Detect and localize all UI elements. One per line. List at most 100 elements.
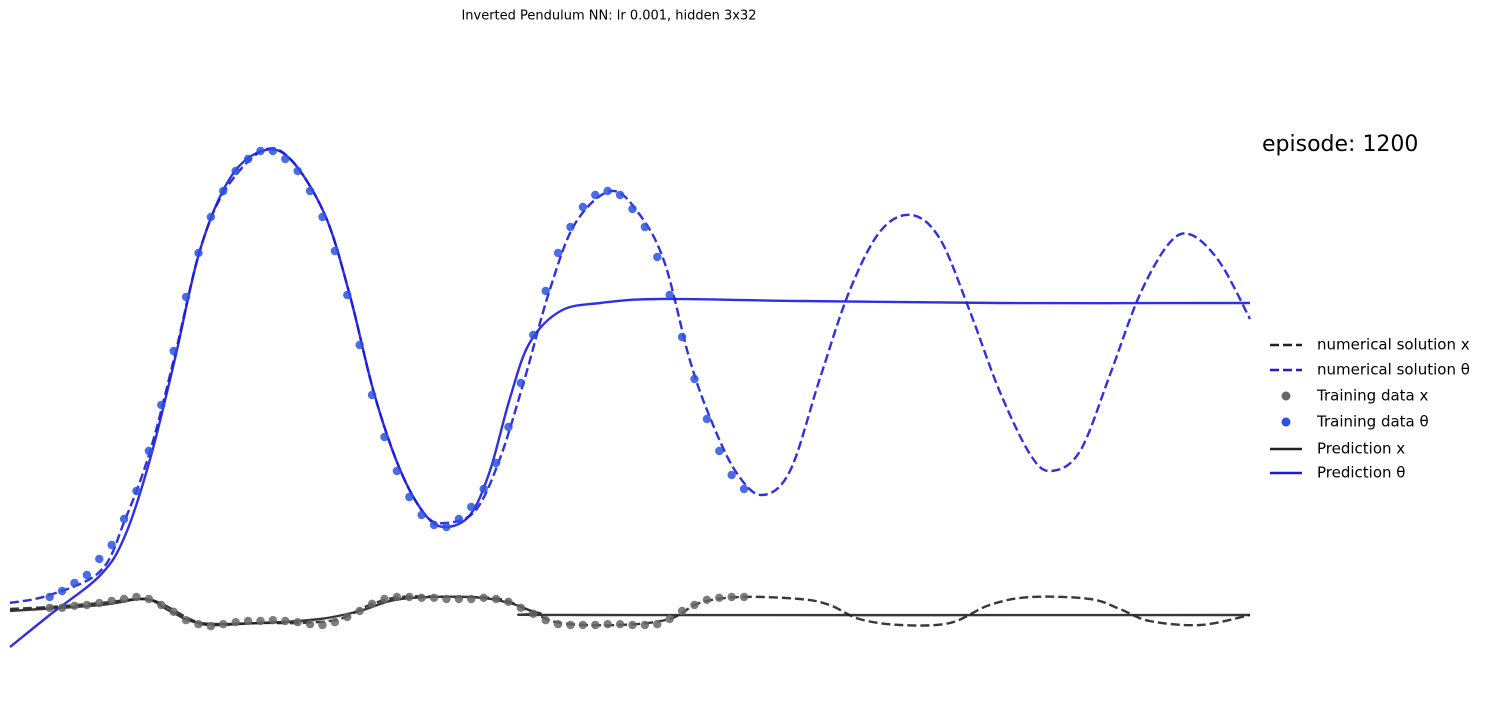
training-point (479, 484, 488, 494)
training-point (330, 246, 340, 256)
training-point (429, 520, 439, 530)
training-point (715, 446, 724, 456)
training-point (380, 432, 389, 442)
training-point (566, 222, 575, 232)
training-point (293, 618, 302, 627)
training-point (479, 593, 488, 602)
training-point (417, 510, 426, 520)
training-point (640, 620, 650, 630)
legend-label: numerical solution θ (1317, 361, 1470, 379)
training-point (194, 248, 203, 258)
training-point (256, 146, 265, 156)
training-point (715, 593, 724, 602)
training-point (305, 186, 315, 196)
training-point (690, 600, 699, 610)
training-point (665, 614, 674, 624)
training-point (343, 290, 352, 300)
training-point (293, 166, 302, 176)
training-point (82, 570, 92, 580)
training-point (529, 330, 538, 340)
training-point (219, 186, 228, 196)
prediction-line (9, 148, 1251, 648)
training-point (343, 612, 352, 622)
training-point (380, 594, 389, 604)
training-point (677, 332, 687, 342)
training-point (181, 616, 191, 625)
training-point (591, 190, 600, 200)
training-point (442, 594, 451, 604)
training-point (95, 554, 104, 564)
numerical-line (9, 595, 1251, 627)
training-point (467, 594, 476, 604)
prediction-line (9, 595, 1251, 626)
training-point (95, 598, 104, 608)
legend-label: Prediction x (1317, 440, 1405, 458)
training-point (355, 606, 364, 616)
training-point (231, 618, 240, 627)
training-point (157, 600, 166, 610)
training-point (578, 202, 588, 212)
legend-label: Training data x (1316, 387, 1429, 405)
training-point (541, 286, 550, 296)
training-point (541, 616, 550, 625)
training-point (330, 618, 340, 627)
training-point (405, 492, 414, 502)
training-point (628, 620, 637, 630)
training-point (107, 540, 116, 550)
legend-label: numerical solution x (1317, 336, 1470, 354)
training-point (417, 593, 426, 602)
training-point (243, 154, 253, 164)
training-point (504, 597, 513, 606)
training-point (529, 609, 538, 618)
training-point (70, 601, 79, 610)
training-point (454, 594, 464, 604)
training-point (516, 603, 526, 612)
training-point (281, 616, 290, 626)
training-point (603, 186, 612, 196)
training-point (603, 620, 612, 629)
training-point (194, 620, 203, 629)
training-point (392, 466, 402, 476)
training-point (739, 484, 749, 494)
training-point (132, 486, 141, 496)
training-point (677, 606, 687, 616)
training-point (119, 594, 129, 604)
training-point (57, 603, 67, 612)
training-point (256, 616, 265, 626)
training-point (305, 620, 315, 629)
training-point (57, 586, 67, 596)
training-point (144, 594, 154, 604)
training-point (727, 592, 736, 602)
training-point (615, 190, 625, 200)
legend-marker (1281, 417, 1291, 427)
legend-marker (1281, 391, 1291, 401)
training-point (615, 620, 625, 629)
training-point (739, 592, 749, 602)
legend-label: Prediction θ (1317, 464, 1405, 482)
training-point (169, 346, 178, 356)
training-point (553, 248, 563, 258)
training-point (467, 502, 476, 512)
training-point (367, 390, 377, 400)
training-point (144, 446, 154, 456)
training-point (107, 596, 116, 606)
legend-label: Training data θ (1316, 413, 1429, 431)
training-point (132, 592, 141, 602)
training-point (566, 620, 575, 630)
training-point (491, 594, 501, 604)
training-point (70, 578, 79, 588)
training-point (392, 592, 402, 602)
training-point (82, 600, 92, 610)
training-point (591, 620, 600, 630)
training-point (243, 616, 253, 626)
training-point (45, 592, 54, 602)
training-point (727, 470, 736, 480)
training-point (318, 212, 327, 222)
training-point (442, 522, 451, 532)
training-point (268, 616, 278, 625)
training-point (119, 514, 129, 524)
training-point (690, 374, 699, 384)
training-point (640, 222, 650, 232)
training-point (578, 620, 588, 630)
